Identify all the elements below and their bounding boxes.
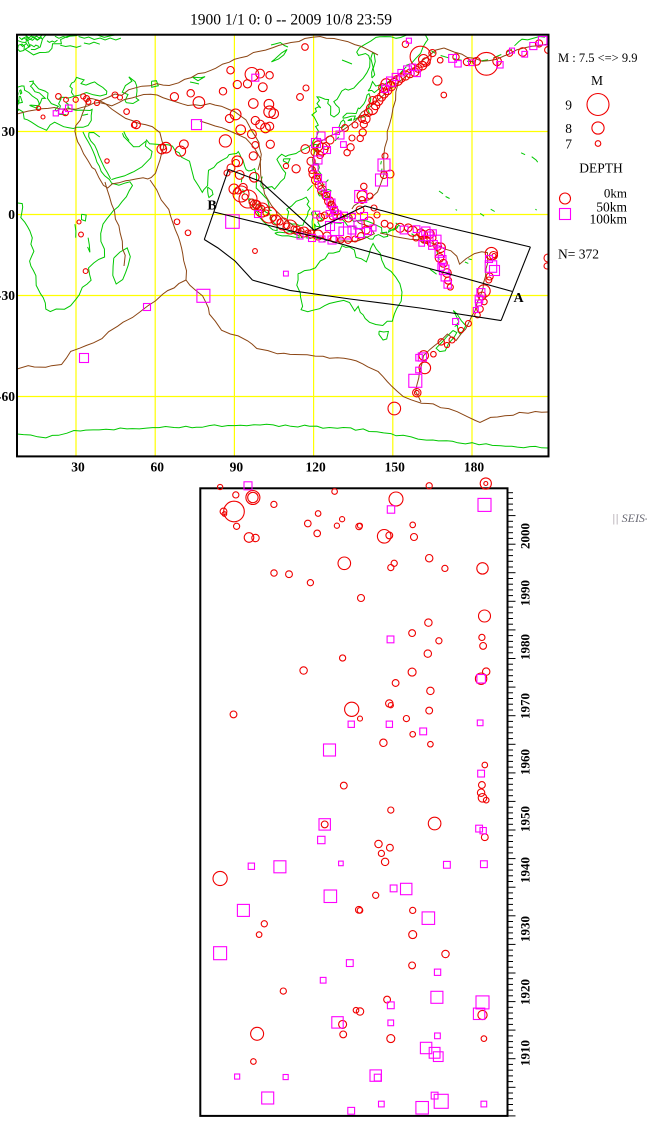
svg-text:90: 90 [230,460,244,475]
svg-text:N= 372: N= 372 [558,247,599,262]
svg-text:-30: -30 [0,288,15,303]
svg-text:9: 9 [565,98,572,113]
svg-text:0: 0 [8,207,15,222]
svg-text:30: 30 [71,460,85,475]
svg-text:0km: 0km [604,186,627,201]
svg-text:60: 60 [150,460,164,475]
svg-text:2000: 2000 [518,523,533,549]
svg-text:7: 7 [565,137,572,152]
svg-text:50km: 50km [596,200,627,215]
svg-text:-60: -60 [0,389,15,404]
svg-text:180: 180 [464,460,485,475]
svg-text:1900 1/1 0: 0 -- 2009 10/8 23:: 1900 1/1 0: 0 -- 2009 10/8 23:59 [190,12,392,29]
svg-text:1930: 1930 [518,916,533,942]
svg-text:|| SEIS-P: || SEIS-P [612,511,647,525]
svg-text:30: 30 [2,124,16,139]
svg-text:1920: 1920 [518,979,533,1005]
svg-text:1910: 1910 [518,1040,533,1066]
svg-text:1950: 1950 [518,806,533,832]
svg-text:100km: 100km [589,212,627,227]
svg-text:120: 120 [305,460,326,475]
svg-text:1940: 1940 [518,857,533,883]
svg-text:150: 150 [385,460,406,475]
svg-text:1960: 1960 [518,749,533,775]
svg-text:1970: 1970 [518,693,533,719]
svg-text:1990: 1990 [518,580,533,606]
svg-text:8: 8 [565,121,572,136]
svg-text:M : 7.5 <=> 9.9: M : 7.5 <=> 9.9 [558,51,638,65]
svg-text:1980: 1980 [518,634,533,660]
svg-text:DEPTH: DEPTH [579,161,623,176]
svg-text:B: B [207,199,216,214]
svg-text:A: A [513,291,524,306]
svg-text:M: M [591,73,603,88]
